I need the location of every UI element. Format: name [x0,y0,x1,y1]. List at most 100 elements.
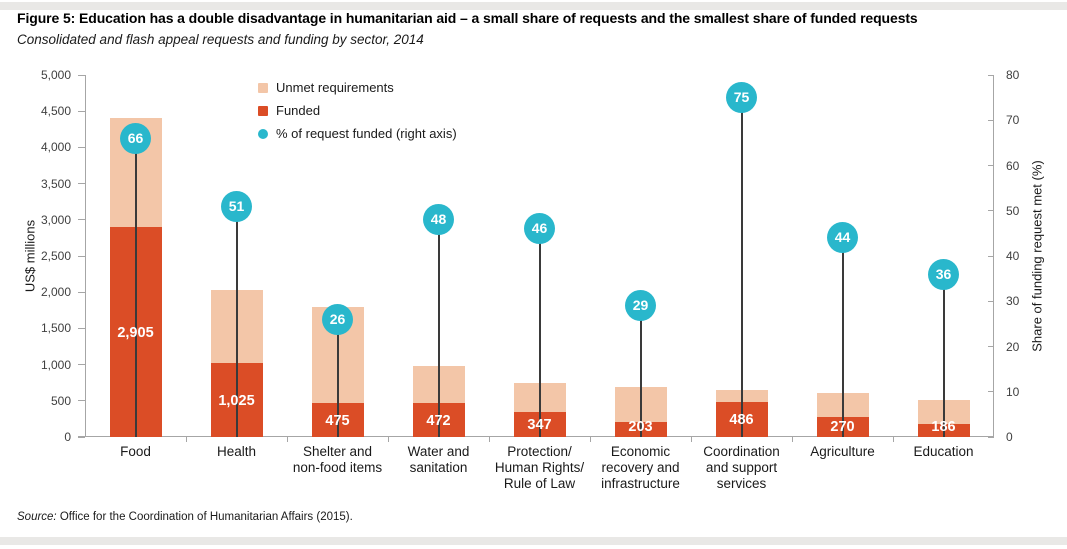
y-axis-left-tick [78,219,85,221]
y-axis-left-ticklabel: 0 [64,430,71,444]
x-axis-tick [185,437,187,442]
x-axis-category-label: Shelter and non-food items [292,444,383,475]
source-note: Source: Office for the Coordination of H… [17,511,353,523]
percent-circle: 26 [322,303,353,335]
y-axis-left-ticklabel: 1,000 [40,357,71,372]
y-axis-right-ticklabel: 20 [1006,339,1020,354]
figure-title: Figure 5: Education has a double disadva… [17,10,918,26]
percent-circle: 29 [625,290,656,322]
y-axis-left-ticklabel: 3,500 [40,176,71,191]
y-axis-left-ticklabel: 1,500 [40,321,71,336]
y-axis-left-ticklabel: 4,000 [40,140,71,155]
legend-item-funded: Funded [258,99,457,122]
y-axis-right-ticklabel: 70 [1006,113,1020,128]
funded-swatch-icon [258,105,268,116]
y-axis-right-tick [988,436,994,438]
percent-circle: 48 [423,204,454,236]
percent-stick [336,319,339,437]
y-axis-left-tick [78,74,85,76]
percent-stick [538,228,541,437]
bar-value-label: 475 [325,412,350,429]
y-axis-left-ticklabel: 2,500 [40,249,71,263]
x-axis-tick [791,437,793,442]
y-axis-right-tick [988,210,994,212]
x-axis-category-label: Food [120,444,151,459]
y-axis-left-line [85,75,86,437]
y-axis-right-tick [988,119,994,121]
y-axis-left-tick [78,255,85,257]
percent-swatch-icon [258,128,268,139]
percent-stick [841,237,844,437]
percent-stick [134,138,137,437]
x-axis-tick [387,437,389,442]
x-axis-category-label: Coordination and support services [703,444,780,491]
y-axis-left-tick [78,436,85,438]
percent-circle: 44 [827,222,858,254]
percent-stick [740,97,743,437]
percent-stick [235,206,238,437]
percent-circle: 36 [928,258,959,290]
y-axis-left-tick [78,400,85,402]
percent-circle: 46 [524,213,555,245]
legend-item-percent: % of request funded (right axis) [258,122,457,145]
y-axis-right-ticklabel: 60 [1006,158,1020,173]
source-text: Office for the Coordination of Humanitar… [56,511,353,523]
figure-subtitle: Consolidated and flash appeal requests a… [17,32,424,47]
y-axis-right-tick [988,165,994,166]
x-axis-tick [690,437,692,442]
percent-stick [942,274,945,437]
y-axis-left-ticklabel: 2,000 [40,285,71,300]
y-axis-left-tick [78,364,85,366]
y-axis-left-ticklabel: 4,500 [40,104,71,119]
source-prefix: Source: [17,511,57,523]
x-axis-tick [488,437,490,442]
percent-stick [639,305,642,437]
bottom-divider [0,537,1067,545]
percent-circle: 51 [221,190,252,222]
legend-label: % of request funded (right axis) [276,126,457,141]
y-axis-right-ticklabel: 80 [1006,68,1020,82]
legend-item-unmet: Unmet requirements [258,76,457,99]
bar-value-label: 347 [527,417,552,434]
bar-value-label: 486 [729,412,754,429]
y-axis-right-ticklabel: 0 [1006,430,1013,444]
y-axis-left-tick [78,291,85,293]
y-axis-left-ticklabel: 3,000 [40,212,71,227]
bar-value-label: 2,905 [117,324,154,341]
y-axis-left-ticklabel: 500 [50,393,71,408]
y-axis-right-ticklabel: 40 [1006,249,1020,263]
y-axis-left-tick [78,110,85,112]
x-axis-category-label: Education [913,444,974,459]
y-axis-right-tick [988,346,994,347]
y-axis-right-tick [988,300,994,302]
y-axis-right-ticklabel: 10 [1006,384,1020,399]
y-axis-right-tick [988,391,994,393]
y-axis-right-tick [988,255,994,257]
y-axis-right-ticklabel: 50 [1006,203,1020,218]
x-axis-category-label: Agriculture [810,444,875,459]
bar-value-label: 203 [628,419,653,435]
bar-value-label: 186 [931,419,956,435]
y-axis-left-tick [78,183,85,185]
legend: Unmet requirements Funded % of request f… [258,76,457,145]
y-axis-right-ticklabel: 30 [1006,294,1020,309]
y-axis-left-tick [78,146,85,148]
plot-area: 0 500 1,000 1,500 2,000 2,500 3,000 3,500 4,000 4… [41,68,1019,491]
percent-circle: 75 [726,82,757,114]
x-axis-tick [286,437,288,442]
bar-value-label: 270 [830,419,855,435]
x-axis-category-label: Protection/ Human Rights/ Rule of Law [494,444,585,491]
bar-value-label: 1,025 [218,392,255,409]
y-axis-left-ticklabel: 5,000 [40,68,71,82]
bar-value-label: 472 [426,412,451,429]
unmet-swatch-icon [258,82,268,93]
x-axis-category-label: Water and sanitation [407,444,470,475]
x-axis-category-label: Economic recovery and infrastructure [601,444,680,491]
x-axis-tick [589,437,591,442]
y-axis-left-tick [78,327,85,329]
top-divider [0,2,1067,10]
x-axis-tick [892,437,894,442]
y-axis-right-tick [988,74,994,76]
legend-label: Funded [276,103,321,118]
